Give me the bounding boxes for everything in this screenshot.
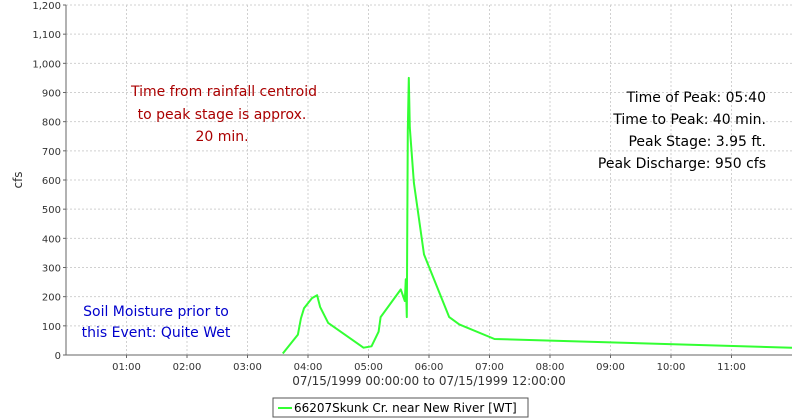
y-axis-title: cfs	[11, 171, 25, 188]
peak-discharge: Peak Discharge: 950 cfs	[598, 156, 766, 172]
x-tick-label: 05:00	[354, 362, 383, 373]
peak-stage: Peak Stage: 3.95 ft.	[628, 134, 766, 150]
series-layer	[282, 76, 793, 355]
centroid-line-2: to peak stage is approx.	[138, 107, 307, 123]
y-tick-label: 300	[42, 264, 61, 275]
peak-annotation: Time of Peak: 05:40 Time to Peak: 40 min…	[598, 90, 766, 172]
y-tick-label: 900	[42, 89, 61, 100]
x-tick-label: 04:00	[294, 362, 323, 373]
y-tick-label: 700	[42, 147, 61, 158]
x-tick-label: 10:00	[657, 362, 686, 373]
y-tick-label: 500	[42, 205, 61, 216]
soil-annotation: Soil Moisture prior to this Event: Quite…	[82, 304, 231, 341]
legend-label: 66207Skunk Cr. near New River [WT]	[294, 401, 517, 415]
y-tick-label: 1,000	[32, 59, 61, 70]
x-axis-title: 07/15/1999 00:00:00 to 07/15/1999 12:00:…	[292, 374, 565, 388]
grid-lines	[66, 4, 792, 355]
y-tick-label: 400	[42, 234, 61, 245]
legend: 66207Skunk Cr. near New River [WT]	[272, 397, 529, 418]
x-tick-label: 09:00	[596, 362, 625, 373]
soil-line-1: Soil Moisture prior to	[83, 304, 229, 320]
y-tick-label: 600	[42, 176, 61, 187]
y-tick-label: 200	[42, 293, 61, 304]
x-tick-label: 08:00	[536, 362, 565, 373]
x-tick-label: 01:00	[112, 362, 141, 373]
series-line	[282, 76, 793, 355]
x-tick-label: 06:00	[415, 362, 444, 373]
y-tick-label: 0	[55, 351, 61, 362]
legend-box	[272, 397, 529, 418]
centroid-line-1: Time from rainfall centroid	[130, 84, 317, 100]
soil-line-2: this Event: Quite Wet	[82, 325, 231, 341]
y-tick-label: 1,200	[32, 1, 61, 12]
peak-time: Time of Peak: 05:40	[626, 90, 766, 106]
x-tick-label: 11:00	[717, 362, 746, 373]
x-tick-label: 02:00	[173, 362, 202, 373]
y-tick-label: 100	[42, 322, 61, 333]
y-tick-label: 1,100	[32, 30, 61, 41]
x-tick-label: 03:00	[233, 362, 262, 373]
time-to-peak: Time to Peak: 40 min.	[612, 112, 766, 128]
x-tick-label: 07:00	[475, 362, 504, 373]
centroid-line-3: 20 min.	[195, 129, 248, 145]
y-tick-labels: 0 100 200 300 400 500 600 700 800 900 1,000 1,100 1,…	[32, 1, 66, 362]
y-tick-label: 800	[42, 118, 61, 129]
x-tick-labels: 01:00 02:00 03:00 04:00 05:00 06:00 07:00 08:00…	[112, 355, 746, 373]
centroid-annotation: Time from rainfall centroid to peak stag…	[130, 84, 317, 145]
